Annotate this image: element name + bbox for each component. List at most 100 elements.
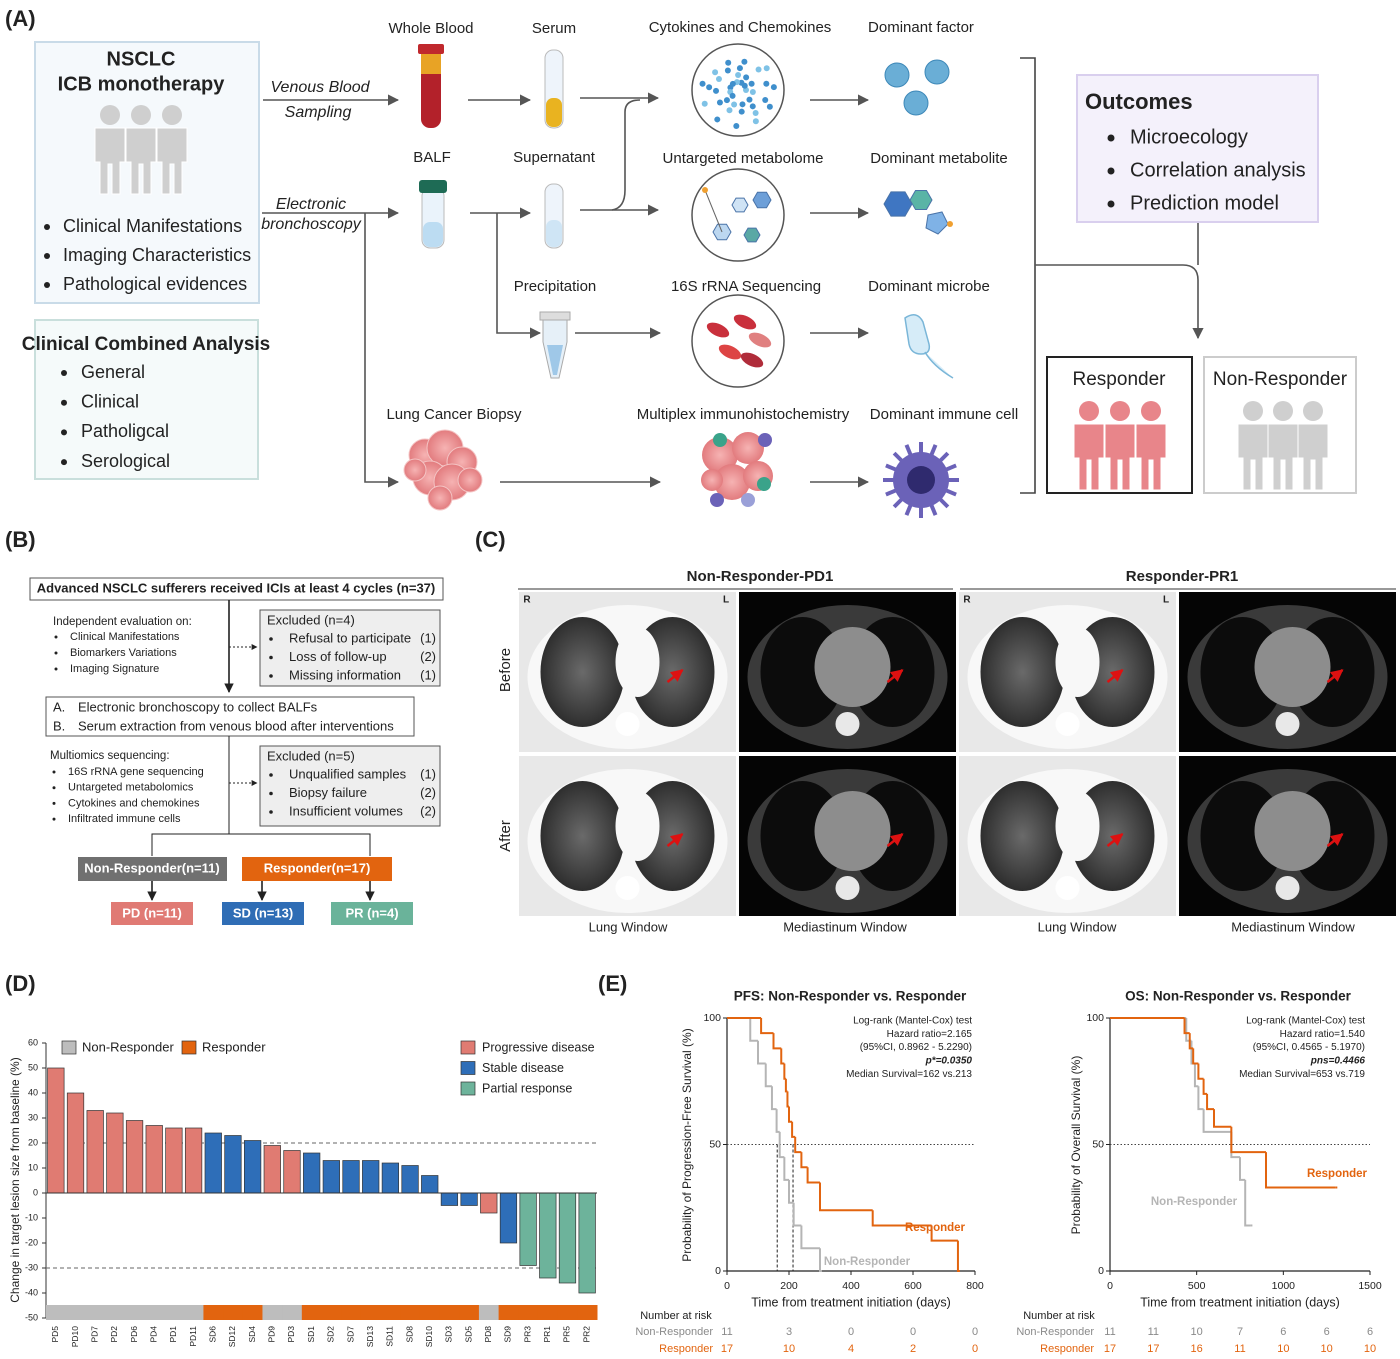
y-axis-label: Change in target lesion size from baseli…	[8, 1057, 22, 1302]
group-strip	[577, 1305, 598, 1320]
tube-cap	[418, 44, 444, 54]
cytokine-dot	[714, 116, 721, 123]
microbe	[748, 332, 772, 348]
label: Responder	[1073, 369, 1167, 390]
x-tick-label: SD4	[247, 1326, 257, 1343]
label: Excluded (n=4)	[267, 612, 355, 627]
cytokine-dot	[723, 97, 730, 104]
survival-step	[794, 1136, 802, 1154]
bar	[224, 1135, 242, 1194]
label: Sampling	[285, 104, 352, 121]
label: PR (n=4)	[345, 905, 398, 920]
label: Serum	[532, 20, 576, 37]
x-tick-label: SD13	[365, 1326, 375, 1348]
group-strip	[65, 1305, 86, 1320]
annotation: p*=0.0350	[925, 1056, 973, 1067]
annotation: (95%CI, 0.8962 - 5.2290)	[860, 1042, 972, 1053]
ct-lung	[540, 617, 625, 727]
survival-step	[778, 1131, 785, 1159]
cytokine-dot	[726, 107, 733, 114]
label: Outcomes	[1085, 89, 1193, 114]
x-tick-label: SD1	[306, 1326, 316, 1343]
microbe	[904, 314, 954, 379]
tissue-cell	[714, 464, 750, 500]
legend-swatch	[460, 1061, 476, 1075]
label: Dominant factor	[868, 19, 974, 36]
bar	[519, 1192, 537, 1266]
label: Prediction model	[1130, 192, 1279, 214]
ct-arrow	[886, 669, 904, 683]
x-tick-label: SD12	[227, 1326, 237, 1348]
label: Missing information	[289, 667, 401, 682]
y-axis-label: Probability of Progression-Free Survival…	[680, 1028, 694, 1261]
x-tick-label: SD9	[503, 1326, 513, 1343]
annotation: Log-rank (Mantel-Cox) test	[1246, 1016, 1365, 1027]
label: Lung Window	[1038, 919, 1117, 934]
ct-spine	[1275, 876, 1300, 900]
label: Mediastinum Window	[783, 919, 907, 934]
risk-count: 17	[1147, 1343, 1159, 1355]
risk-count: 7	[1237, 1326, 1243, 1338]
cytokine-dot	[712, 69, 719, 76]
survival-step	[1244, 1179, 1251, 1227]
survival-step	[749, 1018, 758, 1042]
group-strip	[360, 1305, 382, 1320]
risk-count: 0	[848, 1326, 854, 1338]
bar	[362, 1160, 380, 1194]
bar	[322, 1160, 340, 1194]
bullet	[52, 801, 56, 805]
y-tick-label: 0	[33, 1187, 38, 1197]
cytokine-dot	[738, 79, 745, 86]
ct-arrow	[1326, 833, 1344, 847]
label: General	[81, 362, 145, 382]
label: Independent evaluation on:	[53, 616, 192, 628]
cytokine-dot	[701, 100, 708, 107]
biopsy-cell	[457, 467, 483, 493]
bar	[480, 1192, 498, 1214]
y-tick-label: 50	[1092, 1138, 1104, 1150]
outcome-box	[111, 902, 193, 925]
x-tick-label: PD3	[286, 1326, 296, 1343]
ct-spine	[1275, 712, 1300, 736]
label: Before	[497, 648, 514, 692]
cytokine-dot	[731, 101, 738, 108]
ct-mediastinum	[1055, 791, 1100, 861]
y-tick-label: 60	[28, 1037, 38, 1047]
y-tick-label: 30	[28, 1112, 38, 1122]
x-tick-label: PD10	[70, 1326, 80, 1348]
bullet	[269, 791, 273, 796]
label: Mediastinum Window	[1231, 919, 1355, 934]
label: SD (n=13)	[233, 905, 293, 920]
label: Serological	[81, 451, 170, 471]
label: Dominant metabolite	[870, 150, 1008, 167]
risk-count: 11	[1234, 1343, 1245, 1355]
survival-step	[772, 1033, 782, 1050]
x-tick-label: PD4	[148, 1326, 158, 1343]
bullet	[61, 399, 67, 406]
bullet	[269, 810, 273, 814]
bracket	[1020, 57, 1036, 494]
group-strip	[400, 1305, 421, 1320]
x-tick-label: PR1	[542, 1326, 552, 1343]
label: Supernatant	[513, 149, 596, 166]
y-tick-label: 100	[703, 1012, 721, 1024]
label: Correlation analysis	[1130, 159, 1306, 181]
bar	[204, 1132, 222, 1194]
label: Non-Responder-PD1	[687, 568, 834, 585]
immune-core	[907, 466, 935, 494]
cytokine-dot	[738, 108, 745, 115]
microbe	[706, 322, 730, 338]
bar	[145, 1125, 163, 1194]
x-tick-label: SD2	[326, 1326, 336, 1343]
panel-label: (C)	[475, 527, 506, 552]
bullet	[54, 667, 58, 671]
cytokine-dot	[724, 67, 731, 74]
bar	[401, 1165, 419, 1194]
survival-step	[1239, 1157, 1246, 1181]
tube	[546, 220, 562, 247]
group-strip	[105, 1305, 126, 1320]
y-tick-label: 10	[28, 1162, 38, 1172]
ct-spine	[835, 712, 860, 736]
flow-box	[29, 577, 444, 601]
cytokine-dot	[729, 92, 736, 99]
